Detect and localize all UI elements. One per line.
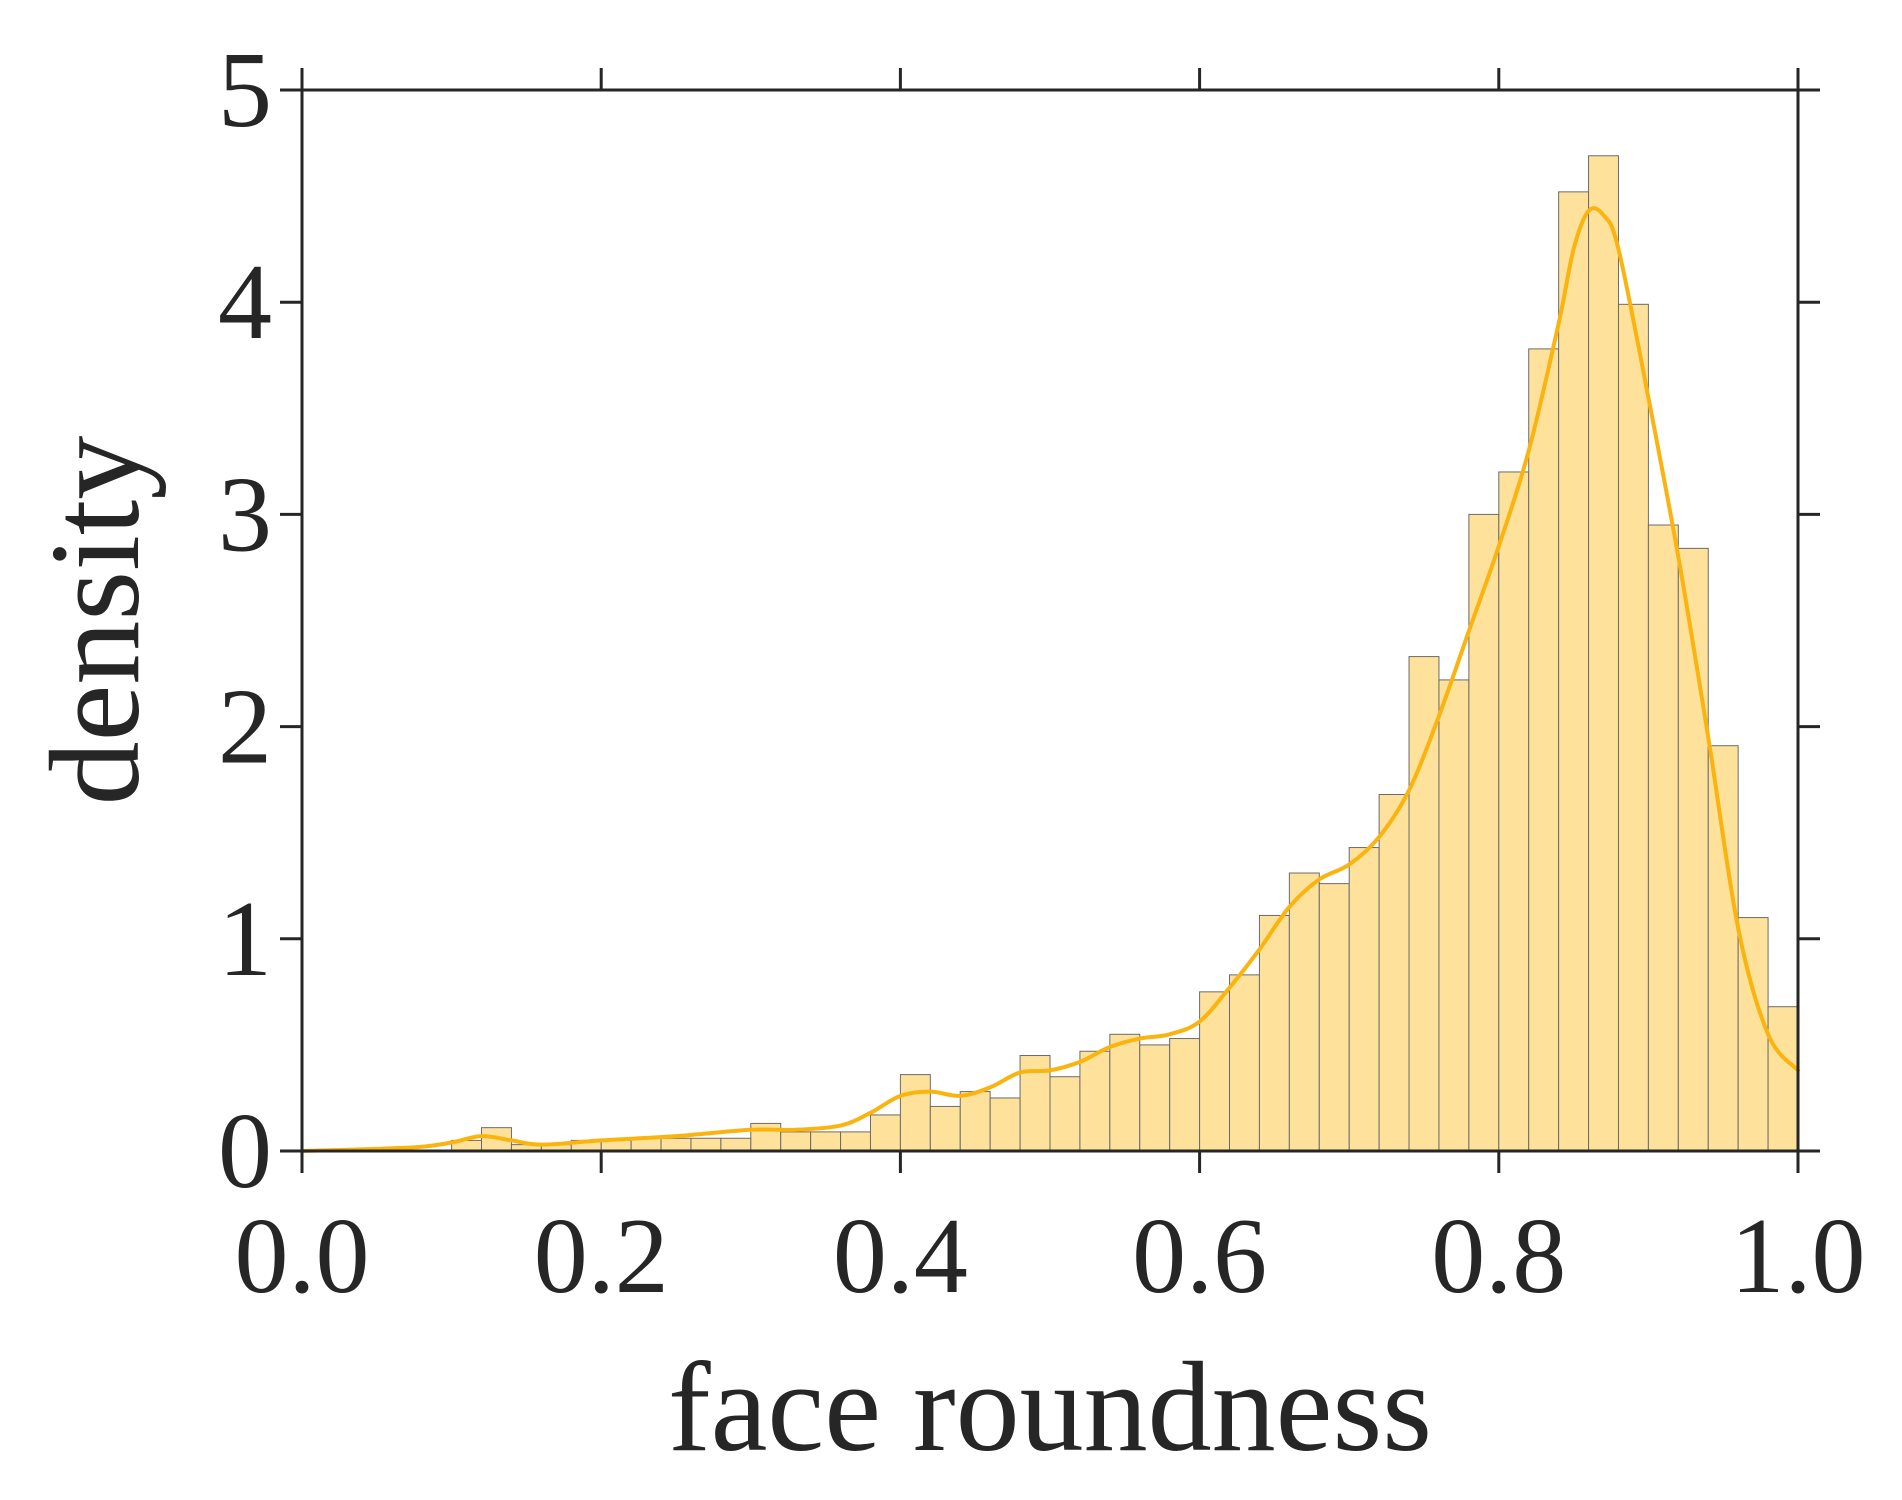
histogram-bar bbox=[899, 1074, 931, 1152]
histogram-bar bbox=[869, 1114, 901, 1152]
histogram-bar bbox=[720, 1137, 752, 1152]
bars bbox=[451, 155, 1799, 1152]
y-tick-label: 1 bbox=[218, 880, 272, 999]
histogram-bar bbox=[810, 1131, 842, 1152]
x-axis-title: face roundness bbox=[668, 1336, 1432, 1478]
axis-ticks bbox=[280, 68, 1820, 1173]
histogram-bar bbox=[1498, 471, 1530, 1152]
histogram-bar bbox=[1139, 1044, 1171, 1152]
y-tick-label: 4 bbox=[218, 243, 272, 362]
y-tick-labels: 0 1 2 3 4 5 bbox=[218, 31, 272, 1211]
x-tick-label: 0.4 bbox=[833, 1197, 968, 1316]
histogram-bar bbox=[1528, 348, 1560, 1152]
x-tick-label: 0.6 bbox=[1132, 1197, 1267, 1316]
histogram-bar bbox=[780, 1131, 812, 1152]
x-tick-label: 0.8 bbox=[1431, 1197, 1566, 1316]
histogram-bar bbox=[840, 1131, 871, 1152]
histogram-bar bbox=[1079, 1050, 1111, 1152]
histogram-bar bbox=[1707, 745, 1739, 1152]
x-tick-label: 1.0 bbox=[1731, 1197, 1866, 1316]
y-tick-label: 2 bbox=[218, 668, 272, 787]
y-tick-label: 3 bbox=[218, 455, 272, 574]
histogram-bar bbox=[1438, 679, 1470, 1152]
histogram-bar bbox=[690, 1137, 722, 1152]
y-tick-label: 0 bbox=[218, 1092, 272, 1211]
histogram-bar bbox=[1288, 872, 1320, 1152]
histogram-bar bbox=[1049, 1076, 1081, 1152]
histogram-bar bbox=[660, 1137, 692, 1152]
y-axis-title: density bbox=[24, 436, 166, 806]
histogram-bar bbox=[1408, 656, 1440, 1152]
histogram-bar bbox=[1348, 847, 1380, 1152]
kde-density-line bbox=[300, 206, 1800, 1153]
histogram-bar bbox=[989, 1097, 1021, 1152]
x-tick-label: 0.2 bbox=[534, 1197, 669, 1316]
histogram-bar bbox=[1647, 524, 1679, 1152]
histogram-bar bbox=[1229, 974, 1260, 1152]
histogram-bar bbox=[1169, 1038, 1201, 1152]
histogram-bar bbox=[1258, 914, 1290, 1152]
x-tick-labels: 0.0 0.2 0.4 0.6 0.8 1.0 bbox=[235, 1197, 1866, 1316]
histogram-bar bbox=[1378, 794, 1410, 1152]
y-tick-label: 5 bbox=[218, 31, 272, 150]
x-tick-label: 0.0 bbox=[235, 1197, 370, 1316]
histogram-bar bbox=[959, 1091, 991, 1152]
histogram-bar bbox=[1617, 303, 1649, 1152]
histogram-bar bbox=[1588, 155, 1619, 1152]
plot-frame bbox=[300, 88, 1800, 1153]
histogram-bar bbox=[1468, 513, 1500, 1152]
histogram-bar bbox=[1558, 191, 1590, 1152]
histogram-bar bbox=[1318, 883, 1350, 1152]
histogram-bar bbox=[929, 1105, 961, 1152]
histogram-bar bbox=[1767, 1006, 1799, 1152]
histogram-bar bbox=[1109, 1033, 1141, 1152]
